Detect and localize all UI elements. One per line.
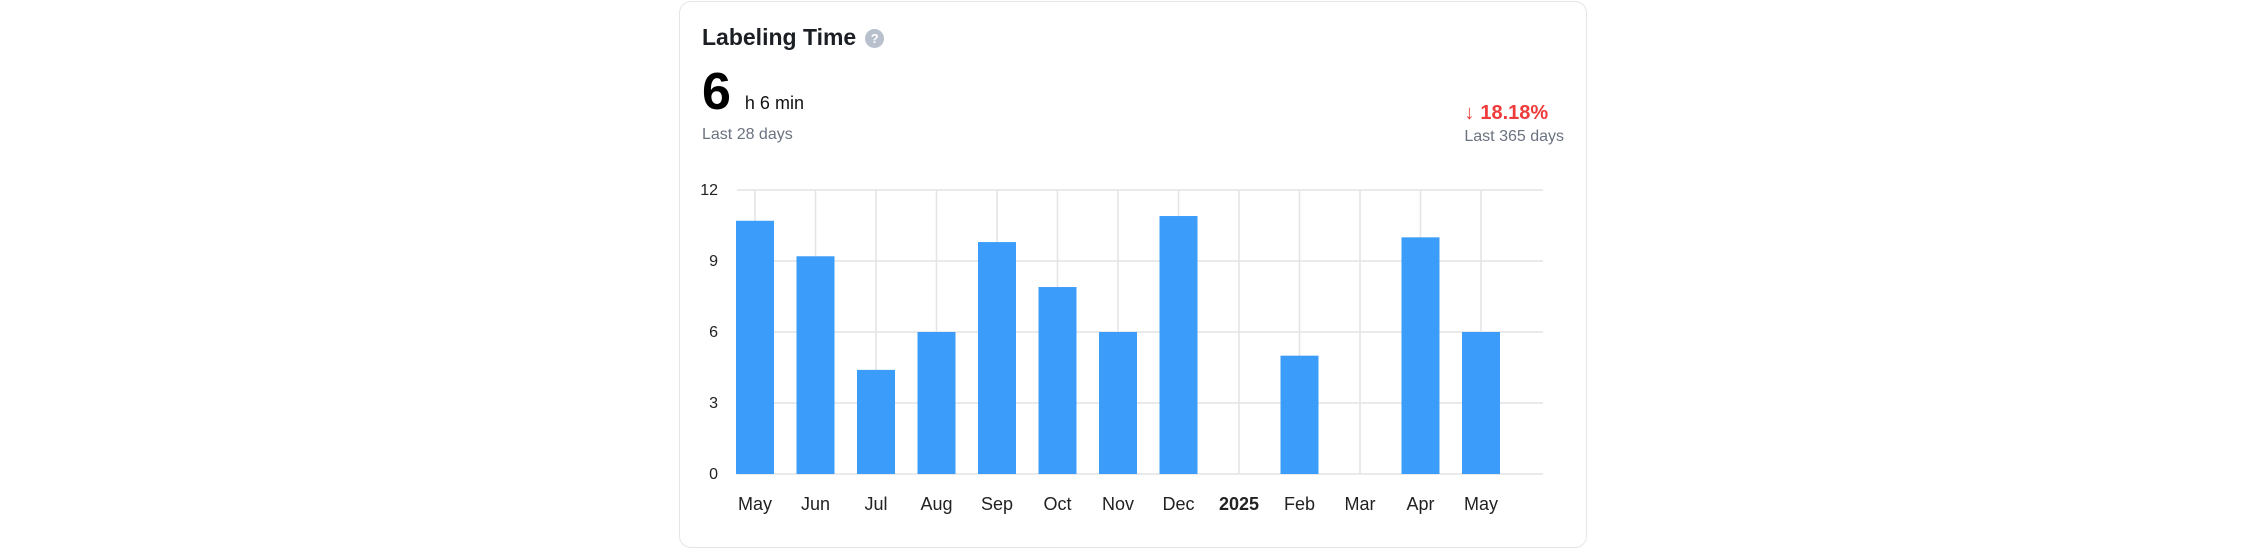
x-tick-label: May [738, 494, 772, 514]
x-tick-label: 2025 [1219, 494, 1259, 514]
labeling-time-bar-chart: 0 3 6 9 12 May Jun Jul Aug Sep Oct Nov Dec 2025 Feb Mar… [700, 182, 1543, 514]
change-summary: ↓ 18.18% Last 365 days [1464, 102, 1564, 146]
y-tick-label: 0 [709, 466, 718, 483]
bar-aug-3[interactable] [917, 332, 956, 474]
x-tick-label: Sep [981, 494, 1013, 514]
x-tick-label: Mar [1345, 494, 1376, 514]
bar-oct-5[interactable] [1038, 287, 1077, 474]
metric-unit: h 6 min [744, 93, 804, 113]
card-title: Labeling Time [702, 24, 857, 50]
change-value: 18.18% [1480, 102, 1549, 124]
metric-summary: 6 h 6 min [702, 66, 804, 118]
y-tick-label: 12 [700, 182, 718, 199]
labeling-time-card: Labeling Time ? 6 h 6 min Last 28 days ↓… [679, 1, 1587, 548]
bar-may-12[interactable] [1462, 332, 1500, 474]
question-circle-icon[interactable]: ? [865, 29, 885, 48]
bar-may-0[interactable] [736, 220, 774, 474]
bar-jun-1[interactable] [796, 256, 835, 474]
bar-jul-2[interactable] [857, 369, 895, 474]
y-tick-label: 6 [709, 324, 718, 341]
x-tick-label: Jul [864, 494, 887, 514]
bar-feb-9[interactable] [1280, 355, 1319, 474]
bar-sep-4[interactable] [978, 242, 1016, 474]
bar-apr-11[interactable] [1401, 237, 1440, 474]
card-header: Labeling Time ? [702, 24, 885, 51]
x-tick-label: Apr [1406, 494, 1434, 514]
metric-period: Last 28 days [702, 126, 793, 143]
x-tick-label: Feb [1284, 494, 1315, 514]
x-tick-label: May [1464, 494, 1498, 514]
bar-dec-7[interactable] [1159, 216, 1198, 475]
arrow-down-icon: ↓ [1464, 102, 1475, 124]
x-tick-label: Aug [920, 494, 952, 514]
metric-value: 6 [702, 63, 731, 121]
x-tick-label: Jun [801, 494, 830, 514]
x-tick-label: Oct [1043, 494, 1071, 514]
x-tick-label: Nov [1102, 494, 1134, 514]
change-period: Last 365 days [1464, 128, 1564, 145]
y-tick-label: 9 [709, 253, 718, 270]
y-tick-label: 3 [709, 395, 718, 412]
x-tick-label: Dec [1162, 494, 1194, 514]
bar-nov-6[interactable] [1099, 332, 1137, 474]
